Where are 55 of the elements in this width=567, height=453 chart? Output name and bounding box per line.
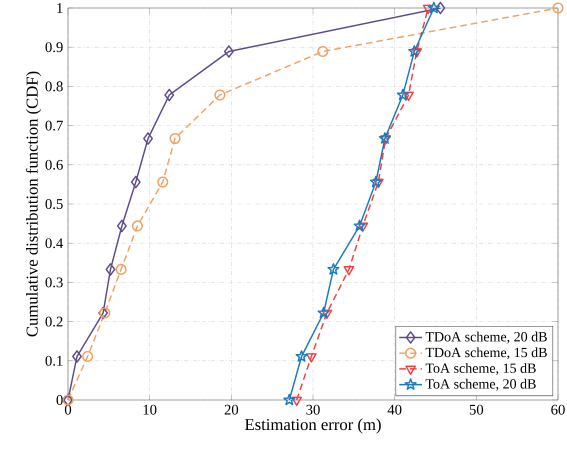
point <box>214 89 226 101</box>
point <box>428 2 440 14</box>
x-tick-label: 60 <box>551 404 565 415</box>
x-tick-label: 50 <box>470 404 484 415</box>
y-axis-title: Cumulative distribution function (CDF) <box>26 72 42 336</box>
point <box>116 220 127 232</box>
y-tick-label: 0.4 <box>46 238 64 248</box>
point <box>370 176 382 188</box>
y-tick-label: 0.6 <box>46 160 63 170</box>
legend-label: TDoA scheme, 15 dB <box>426 347 547 360</box>
point <box>317 46 328 58</box>
y-tick-label: 0.2 <box>46 316 62 327</box>
point <box>435 2 446 14</box>
point <box>116 264 127 275</box>
point <box>82 350 94 362</box>
point <box>224 45 234 58</box>
point <box>106 263 116 276</box>
point <box>422 4 434 14</box>
x-tick-label: 10 <box>144 404 156 415</box>
point <box>327 263 340 275</box>
legend-label: ToA scheme, 15 dB <box>426 363 536 375</box>
point <box>318 306 330 318</box>
x-tick-label: 20 <box>224 404 238 415</box>
point <box>408 45 420 57</box>
point <box>378 132 391 144</box>
legend-label: TDoA scheme, 20 dB <box>426 332 547 344</box>
y-tick-label: 1 <box>57 3 62 13</box>
x-axis-title: Estimation error (m) <box>244 418 381 434</box>
point <box>380 135 392 145</box>
point <box>353 220 366 232</box>
point <box>372 178 384 188</box>
y-tick-label: 0.7 <box>46 120 63 131</box>
point <box>411 48 422 58</box>
point <box>143 132 153 145</box>
point <box>130 176 141 188</box>
y-tick-label: 0.1 <box>46 356 62 366</box>
point <box>403 92 414 102</box>
y-tick-label: 0 <box>56 395 63 405</box>
point <box>169 133 181 144</box>
y-tick-label: 0.3 <box>46 277 63 288</box>
point <box>72 350 82 363</box>
y-tick-label: 0.8 <box>46 81 63 92</box>
point <box>396 88 409 100</box>
point <box>132 220 143 232</box>
point <box>157 176 168 188</box>
x-tick-label: 30 <box>306 404 320 415</box>
point <box>552 2 564 14</box>
x-tick-label: 40 <box>388 404 402 415</box>
point <box>164 88 174 102</box>
legend-label: ToA scheme, 20 dB <box>426 378 536 391</box>
y-tick-label: 0.5 <box>46 199 63 209</box>
y-tick-label: 0.9 <box>46 42 63 52</box>
point <box>283 394 296 406</box>
x-tick-label: 0 <box>64 404 72 415</box>
point <box>296 350 308 362</box>
